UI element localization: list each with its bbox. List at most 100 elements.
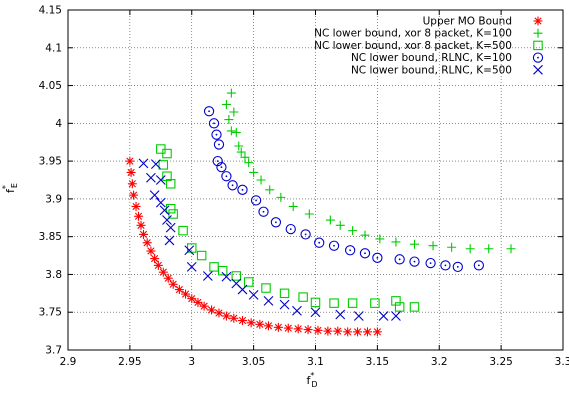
y-axis-title: f*E	[1, 183, 19, 193]
data-point	[447, 242, 457, 252]
data-point	[473, 260, 484, 271]
data-point	[270, 217, 282, 228]
data-point	[212, 155, 223, 167]
data-point	[298, 292, 308, 302]
data-point	[226, 88, 236, 98]
y-tick-label: 4.15	[39, 5, 62, 17]
data-point	[370, 298, 380, 308]
data-point	[323, 326, 333, 336]
data-point	[165, 179, 176, 189]
data-point	[221, 99, 231, 109]
data-point	[375, 234, 385, 244]
data-point	[136, 220, 146, 230]
data-point	[391, 237, 401, 247]
data-point	[138, 158, 149, 169]
legend-label: NC lower bound, RLNC, K=100	[351, 52, 512, 64]
series-3	[203, 106, 484, 273]
data-point	[178, 225, 188, 236]
data-point	[285, 223, 296, 235]
data-point	[313, 325, 323, 335]
data-point	[328, 240, 340, 251]
data-point	[428, 241, 438, 251]
data-point	[276, 192, 286, 202]
data-point	[237, 184, 248, 195]
data-point	[221, 171, 232, 182]
data-point	[300, 229, 311, 240]
series-4	[138, 158, 401, 321]
y-tick-label: 3.9	[45, 193, 62, 205]
data-point	[246, 318, 256, 328]
y-tick-label: 3.85	[39, 231, 62, 243]
y-axis-title-sup: *	[1, 185, 10, 189]
data-point	[265, 185, 275, 195]
data-point	[409, 256, 420, 267]
data-point	[146, 172, 156, 183]
data-point	[360, 230, 370, 240]
data-point	[129, 190, 139, 200]
x-axis-tick-labels: 2.9 2.95 3 3.05 3.1 3.15 3.2 3.25 3.3	[60, 356, 569, 368]
y-axis-tick-labels: 3.7 3.75 3.8 3.85 3.9 3.95 4 4.05 4.1 4.15	[39, 5, 63, 357]
data-point	[174, 285, 184, 295]
data-point	[181, 289, 191, 299]
data-point	[310, 307, 321, 318]
data-point	[465, 244, 475, 254]
data-point	[279, 288, 290, 299]
data-point	[359, 248, 371, 259]
y-tick-label: 3.7	[45, 345, 62, 357]
data-point	[226, 126, 236, 136]
legend-marker	[533, 28, 543, 38]
data-point	[394, 302, 405, 312]
data-point	[425, 257, 436, 269]
data-point	[214, 308, 224, 318]
data-point	[127, 179, 137, 189]
data-point	[168, 279, 178, 289]
data-point	[164, 235, 175, 246]
data-point	[186, 262, 197, 272]
x-axis-title: f* D	[306, 371, 317, 389]
data-point	[279, 299, 290, 310]
data-point	[283, 323, 293, 333]
data-point	[250, 195, 262, 206]
data-point	[372, 327, 382, 337]
data-point	[243, 277, 254, 287]
data-point	[224, 115, 234, 125]
legend-marker	[533, 40, 543, 51]
data-point	[353, 311, 364, 321]
x-axis-title-sub: D	[311, 380, 317, 389]
legend-label: NC lower bound, RLNC, K=500	[351, 64, 512, 76]
series-0	[125, 156, 382, 337]
legend-label: NC lower bound, xor 8 packet, K=500	[314, 40, 512, 52]
data-point	[142, 238, 152, 248]
legend-marker	[532, 52, 544, 63]
data-point	[229, 313, 239, 323]
data-point	[325, 215, 335, 225]
data-point	[347, 298, 358, 308]
data-point	[203, 106, 215, 117]
x-tick-label: 3	[188, 356, 195, 368]
data-point	[153, 260, 163, 270]
data-point	[208, 118, 220, 129]
data-point	[227, 180, 238, 191]
data-point	[343, 327, 353, 337]
y-tick-label: 3.75	[39, 307, 62, 319]
x-tick-label: 3.3	[555, 356, 569, 368]
data-point	[131, 201, 141, 211]
data-point	[158, 160, 169, 170]
data-point	[372, 252, 383, 263]
data-point	[155, 197, 166, 208]
series-1	[221, 88, 516, 254]
data-point	[273, 322, 283, 332]
data-point	[125, 156, 135, 166]
data-point	[263, 296, 274, 306]
x-axis-title-sup: *	[310, 371, 314, 380]
data-series	[125, 88, 516, 337]
legend-marker	[533, 64, 543, 75]
data-point	[333, 326, 343, 336]
y-tick-label: 3.95	[39, 156, 62, 168]
data-point	[452, 261, 463, 273]
legend-marker	[533, 16, 543, 26]
data-point	[221, 271, 232, 282]
data-point	[216, 162, 227, 173]
